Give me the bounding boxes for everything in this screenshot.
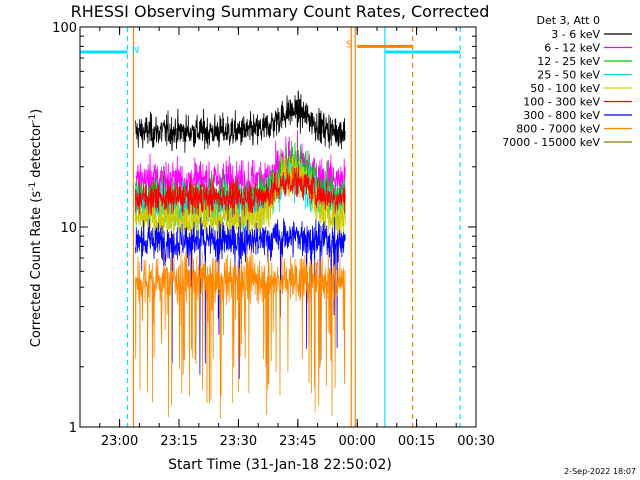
legend-label-7: 300 - 800 keV (523, 109, 600, 122)
legend-label-4: 25 - 50 keV (537, 69, 600, 82)
legend-label-8: 800 - 7000 keV (516, 123, 600, 136)
series-line-8 (134, 248, 346, 419)
x-tick-label-7: 00:30 (457, 434, 494, 449)
series-line-6 (135, 164, 346, 221)
legend-title: Det 3, Att 0 (537, 14, 601, 27)
y-axis-label-main: Corrected Count Rate (s (29, 191, 44, 348)
y-axis-label-mid: detector (29, 122, 44, 182)
legend-label-1: 3 - 6 keV (551, 28, 600, 41)
y-axis-label-sup1: -1 (28, 182, 38, 191)
x-axis-label: Start Time (31-Jan-18 22:50:02) (168, 457, 392, 473)
flag-label-2: S (346, 39, 352, 50)
series-line-1 (135, 90, 346, 153)
y-tick-label-2: 10 (60, 221, 77, 236)
axes: 23:00 23:15 23:30 23:45 00:00 00:15 00:30 1 10 10… (52, 21, 495, 449)
legend-label-6: 100 - 300 keV (523, 96, 600, 109)
x-tick-label-5: 00:00 (338, 434, 375, 449)
x-tick-label-6: 00:15 (398, 434, 435, 449)
footer-date: 2-Sep-2022 18:07 (564, 467, 636, 476)
y-axis-label: Corrected Count Rate (s-1 detector-1) (28, 109, 44, 347)
legend-label-9: 7000 - 15000 keV (502, 136, 600, 149)
legend-label-5: 50 - 100 keV (530, 82, 600, 95)
legend-label-3: 12 - 25 keV (537, 55, 600, 68)
y-tick-label-1: 1 (69, 421, 77, 436)
x-tick-label-3: 23:30 (220, 434, 257, 449)
y-tick-label-3: 100 (52, 21, 77, 36)
legend-label-2: 6 - 12 keV (544, 42, 600, 55)
y-axis-label-sup2: -1 (28, 114, 38, 123)
plot-area: NS (80, 27, 461, 427)
x-tick-label-2: 23:15 (160, 434, 197, 449)
flag-label-1: N (132, 45, 139, 56)
series-line-7 (135, 216, 346, 379)
y-axis-label-end: ) (29, 109, 44, 114)
chart-title: RHESSI Observing Summary Count Rates, Co… (71, 2, 490, 21)
x-tick-label-4: 23:45 (279, 434, 316, 449)
plot-clip-group (80, 27, 461, 427)
x-tick-label-1: 23:00 (101, 434, 138, 449)
